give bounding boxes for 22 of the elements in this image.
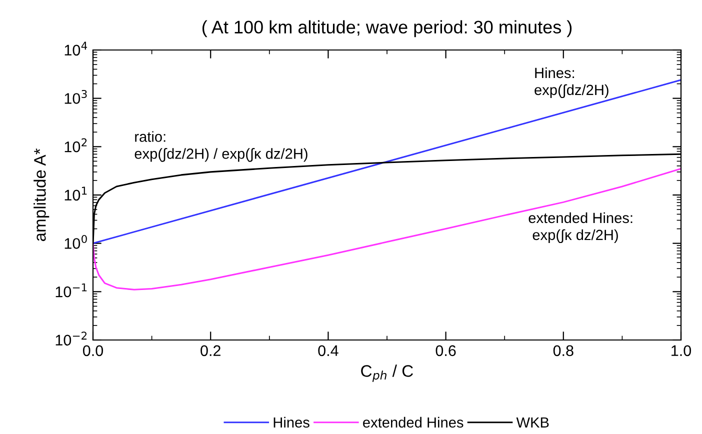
legend-label: extended Hines	[363, 416, 464, 428]
legend-label: Hines	[274, 416, 310, 428]
y-axis-title: amplitude A*	[34, 148, 50, 242]
legend-label: WKB	[516, 417, 549, 428]
y-tick-label: 10$^{1}$	[64, 186, 87, 201]
y-tick-label: 10$^{0}$	[64, 234, 87, 249]
x-tick-label: 0.6	[436, 345, 456, 356]
annotation: Hines: exp(∫dz/2H)	[534, 67, 608, 98]
y-tick-label: 10$^{2}$	[64, 138, 87, 152]
y-tick-label: 10$^{−1}$	[56, 283, 87, 298]
annotation: ratio: exp(∫dz/2H) / exp(∫κ dz/2H)	[134, 131, 308, 162]
x-axis-title: C$_{ph}$ / C	[361, 364, 413, 382]
chart-title: ( At 100 km altitude; wave period: 30 minutes )	[202, 20, 572, 38]
x-tick-label: 0.0	[82, 345, 104, 356]
y-tick-label: 10$^{−2}$	[56, 332, 87, 346]
x-tick-label: 0.4	[318, 345, 338, 356]
x-tick-label: 0.2	[200, 345, 220, 356]
y-tick-label: 10$^{4}$	[64, 42, 88, 56]
annotation: extended Hines: exp(∫κ dz/2H)	[528, 212, 632, 244]
x-tick-label: 1.0	[672, 345, 692, 356]
x-tick-label: 0.8	[553, 345, 574, 356]
y-tick-label: 10$^{3}$	[64, 90, 87, 104]
